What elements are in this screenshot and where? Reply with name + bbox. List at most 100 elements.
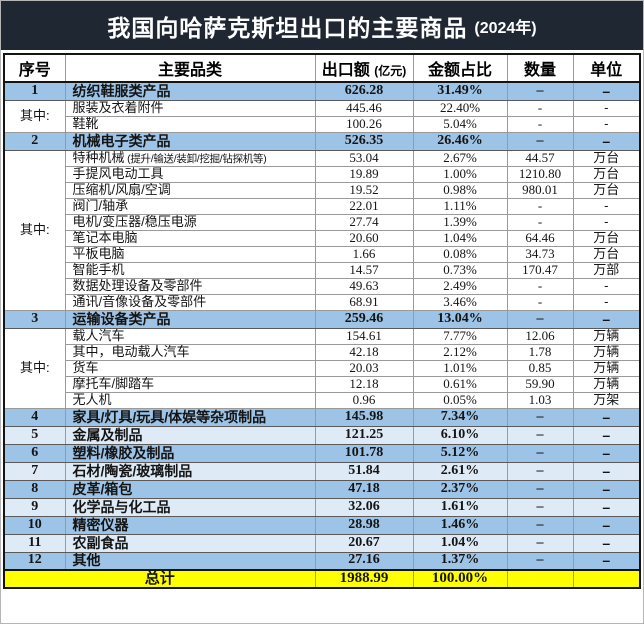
share-value: 0.05% bbox=[412, 391, 508, 409]
quantity-value: – bbox=[506, 443, 574, 463]
export-value: 28.98 bbox=[314, 515, 414, 535]
export-value: 27.16 bbox=[314, 551, 414, 571]
quantity-value: 64.46 bbox=[506, 229, 574, 247]
col-header-share: 金额占比 bbox=[412, 54, 507, 83]
unit-value: – bbox=[572, 309, 641, 329]
category-label: 鞋靴 bbox=[64, 115, 316, 133]
quantity-value: – bbox=[506, 479, 574, 499]
export-value: 0.96 bbox=[314, 391, 414, 409]
quantity-value: - bbox=[506, 197, 574, 215]
table-row: 电机/变压器/稳压电源 27.74 1.39% - - bbox=[4, 213, 641, 231]
quantity-value: 44.57 bbox=[506, 149, 574, 167]
unit-value: – bbox=[572, 81, 641, 101]
unit-value: 万台 bbox=[572, 181, 641, 199]
table-row: 7 石材/陶瓷/玻璃制品 51.84 2.61% – – bbox=[3, 461, 641, 481]
share-value: 0.61% bbox=[412, 375, 508, 393]
quantity-value: – bbox=[506, 81, 574, 101]
category-label: 数据处理设备及零部件 bbox=[64, 277, 316, 295]
quantity-value: 980.01 bbox=[506, 181, 574, 199]
col-header-value: 出口额 (亿元) bbox=[314, 54, 413, 83]
share-value: 1.00% bbox=[412, 165, 508, 183]
table-row: 其中，电动载人汽车 42.18 2.12% 1.78 万辆 bbox=[4, 343, 641, 361]
export-value: 526.35 bbox=[314, 131, 414, 151]
table-header-row: 序号 主要品类 出口额 (亿元) 金额占比 数量 单位 bbox=[4, 54, 640, 83]
unit-value: - bbox=[572, 99, 641, 117]
table-row: 5 金属及制品 121.25 6.10% – – bbox=[3, 425, 641, 445]
total-row: 总计 1988.99 100.00% bbox=[3, 569, 641, 589]
export-value: 19.89 bbox=[314, 165, 414, 183]
group-label: 其中: bbox=[3, 99, 66, 133]
unit-value: - bbox=[572, 115, 641, 133]
unit-value: 万台 bbox=[572, 149, 641, 167]
category-label: 阀门/轴承 bbox=[64, 197, 316, 215]
unit-value: – bbox=[572, 497, 641, 517]
unit-value: – bbox=[572, 425, 641, 445]
share-value: 0.73% bbox=[412, 261, 508, 279]
table-row: 手提风电动工具 19.89 1.00% 1210.80 万台 bbox=[4, 165, 641, 183]
row-number: 3 bbox=[3, 309, 66, 329]
quantity-value: – bbox=[506, 515, 574, 535]
share-value: 3.46% bbox=[412, 293, 508, 311]
export-value: 626.28 bbox=[314, 81, 414, 101]
table-row: 3 运输设备类产品 259.46 13.04% – – bbox=[3, 309, 641, 329]
category-label: 纺织鞋服类产品 bbox=[64, 81, 316, 101]
quantity-value: – bbox=[506, 533, 574, 553]
category-label: 无人机 bbox=[64, 391, 316, 409]
quantity-value: 1210.80 bbox=[506, 165, 574, 183]
share-value: 1.01% bbox=[412, 359, 508, 377]
export-value: 20.67 bbox=[314, 533, 414, 553]
share-value: 2.61% bbox=[412, 461, 508, 481]
table-row: 其中: 载人汽车 154.61 7.77% 12.06 万辆 bbox=[3, 327, 641, 409]
share-value: 5.04% bbox=[412, 115, 508, 133]
group-label: 其中: bbox=[3, 327, 66, 409]
row-number: 5 bbox=[3, 425, 66, 445]
export-value: 32.06 bbox=[314, 497, 414, 517]
row-number: 9 bbox=[3, 497, 66, 517]
export-value: 101.78 bbox=[314, 443, 414, 463]
share-value: 1.04% bbox=[412, 533, 508, 553]
group-label: 其中: bbox=[3, 149, 66, 311]
quantity-value: 1.03 bbox=[506, 391, 574, 409]
unit-value: – bbox=[572, 533, 641, 553]
col-header-category: 主要品类 bbox=[64, 54, 315, 83]
export-value: 27.74 bbox=[314, 213, 414, 231]
table-row: 数据处理设备及零部件 49.63 2.49% - - bbox=[4, 277, 641, 295]
category-label: 特种机械 (提升/输送/装卸/挖掘/钻探机等) bbox=[64, 149, 316, 167]
category-label: 农副食品 bbox=[64, 533, 316, 553]
col-header-no: 序号 bbox=[4, 54, 65, 83]
export-table-body: 1 纺织鞋服类产品 626.28 31.49% – – 其中: 服装及衣着附件 445.46 22… bbox=[3, 81, 641, 589]
share-value: 1.39% bbox=[412, 213, 508, 231]
unit-value: 万辆 bbox=[572, 327, 641, 345]
share-value: 7.34% bbox=[412, 407, 508, 427]
unit-value: 万架 bbox=[572, 391, 641, 409]
share-value: 2.12% bbox=[412, 343, 508, 361]
table-row: 阀门/轴承 22.01 1.11% - - bbox=[4, 197, 641, 215]
quantity-value: – bbox=[506, 461, 574, 481]
category-label: 智能手机 bbox=[64, 261, 316, 279]
unit-value: - bbox=[572, 277, 641, 295]
unit-value: 万辆 bbox=[572, 359, 641, 377]
category-label: 货车 bbox=[64, 359, 316, 377]
export-value: 51.84 bbox=[314, 461, 414, 481]
export-value: 259.46 bbox=[314, 309, 414, 329]
quantity-value: 59.90 bbox=[506, 375, 574, 393]
unit-value: - bbox=[572, 293, 641, 311]
unit-value: 万辆 bbox=[572, 375, 641, 393]
category-label: 其中，电动载人汽车 bbox=[64, 343, 316, 361]
category-label: 通讯/音像设备及零部件 bbox=[64, 293, 316, 311]
export-value: 49.63 bbox=[314, 277, 414, 295]
category-label: 精密仪器 bbox=[64, 515, 316, 535]
category-label: 机械电子类产品 bbox=[64, 131, 316, 151]
row-number: 8 bbox=[3, 479, 66, 499]
quantity-value: - bbox=[506, 99, 574, 117]
col-header-qty: 数量 bbox=[506, 54, 573, 83]
share-value: 0.08% bbox=[412, 245, 508, 263]
unit-value: 万台 bbox=[572, 245, 641, 263]
table-row: 其中: 特种机械 (提升/输送/装卸/挖掘/钻探机等) 53.04 2.67% 44.5… bbox=[3, 149, 641, 311]
category-label: 平板电脑 bbox=[64, 245, 316, 263]
row-number: 2 bbox=[3, 131, 66, 151]
quantity-value: - bbox=[506, 213, 574, 231]
page-title-year: (2024年) bbox=[474, 19, 537, 37]
unit-value: 万辆 bbox=[572, 343, 641, 361]
table-row: 其中: 服装及衣着附件 445.46 22.40% - - bbox=[3, 99, 641, 133]
